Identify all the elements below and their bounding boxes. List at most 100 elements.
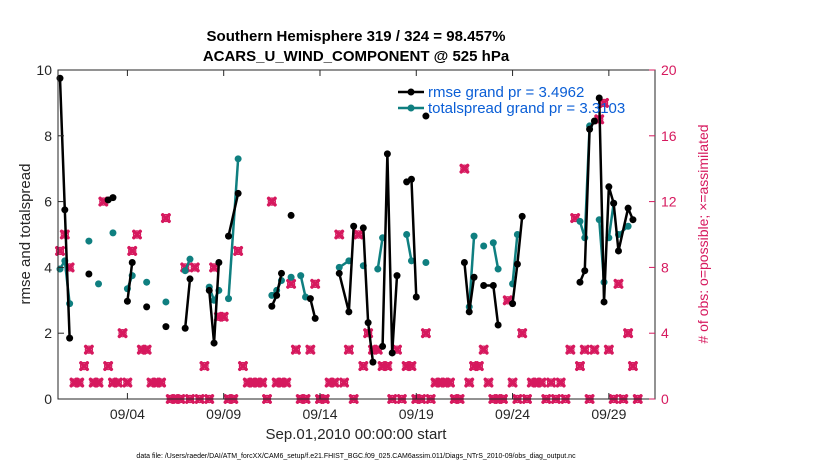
rmse-point — [66, 334, 74, 342]
data-file-footer: data file: /Users/raeder/DAI/ATM_forcXX/… — [136, 453, 576, 460]
obs-assimilated-point — [589, 344, 600, 355]
legend-spread-marker — [407, 104, 415, 112]
obs-assimilated-point — [83, 344, 94, 355]
obs-assimilated-point — [445, 377, 455, 388]
obs-assimilated-point — [623, 328, 634, 339]
rmse-point — [345, 308, 353, 316]
rmse-point — [109, 194, 117, 202]
y-right-tick-label: 0 — [661, 391, 669, 407]
rmse-point — [210, 339, 218, 347]
obs-assimilated-point — [117, 328, 128, 339]
obs-possible-point — [339, 378, 349, 387]
rmse-point — [595, 94, 603, 102]
rmse-series-line — [381, 152, 399, 355]
obs-possible-point — [354, 230, 363, 239]
axes-layer: 0 2 4 6 8 10 0 4 8 12 16 20 09/04 09/09 09/14 09/19 09/2… — [36, 62, 676, 422]
y-left-tick-label: 2 — [44, 325, 52, 341]
spread-series-line — [467, 236, 476, 307]
rmse-point — [379, 342, 387, 350]
obs-possible-point — [190, 263, 200, 272]
obs-possible-point — [359, 361, 368, 371]
x-tick-label: 09/09 — [206, 406, 241, 422]
y-right-tick-label: 12 — [661, 194, 677, 210]
y-right-tick-label: 20 — [661, 62, 677, 78]
rmse-point — [335, 269, 343, 277]
y-axis-label-right: # of obs: o=possible; ×=assimilated — [695, 124, 711, 343]
spread-point — [109, 229, 117, 237]
y-right-tick-label: 8 — [661, 259, 669, 275]
obs-assimilated-point — [478, 344, 489, 355]
spread-point — [624, 222, 632, 230]
rmse-point — [600, 298, 608, 306]
x-tick-label: 09/14 — [302, 406, 337, 422]
obs-assimilated-point — [122, 377, 133, 388]
spread-point — [268, 291, 276, 299]
obs-possible-point — [344, 345, 354, 354]
obs-assimilated-point — [290, 344, 301, 355]
x-tick-label: 09/24 — [495, 406, 530, 422]
y-axis-label-left: rmse and totalspread — [17, 164, 34, 305]
spread-point — [422, 258, 430, 266]
obs-assimilated-point — [353, 229, 364, 240]
y-left-tick-label: 6 — [44, 194, 52, 210]
obs-possible-point — [503, 296, 512, 305]
rmse-point — [350, 222, 358, 230]
obs-assimilated-point — [112, 377, 123, 388]
rmse-series-line — [578, 120, 596, 283]
rmse-point — [186, 275, 194, 283]
obs-possible-point — [590, 345, 599, 354]
rmse-point — [480, 281, 488, 289]
rmse-point — [234, 189, 242, 197]
rmse-point — [610, 199, 618, 207]
obs-assimilated-point — [189, 262, 200, 273]
rmse-point — [85, 270, 93, 278]
spread-point — [407, 257, 415, 265]
spread-point — [181, 267, 189, 275]
rmse-point — [287, 211, 295, 219]
obs-assimilated-point — [199, 361, 210, 372]
rmse-point — [181, 324, 189, 332]
spread-point — [225, 295, 233, 303]
obs-assimilated-point — [555, 377, 566, 388]
obs-assimilated-point — [575, 361, 585, 372]
rmse-point — [369, 358, 377, 366]
rmse-point — [624, 204, 632, 212]
spread-point — [480, 242, 488, 250]
obs-possible-point — [103, 361, 113, 371]
obs-possible-point — [200, 361, 209, 371]
obs-assimilated-point — [473, 361, 484, 372]
rmse-point — [268, 302, 276, 310]
spread-point — [85, 237, 93, 245]
rmse-point — [513, 260, 521, 268]
rmse-point — [470, 273, 478, 281]
obs-possible-point — [238, 361, 248, 371]
spread-point — [403, 231, 411, 238]
obs-assimilated-point — [132, 229, 142, 240]
obs-possible-point — [233, 246, 243, 256]
spread-series-line — [607, 203, 615, 238]
obs-possible-point — [123, 378, 132, 387]
obs-possible-point — [132, 230, 142, 239]
spread-series-line — [405, 234, 413, 262]
obs-assimilated-point — [546, 377, 557, 388]
obs-possible-point — [267, 197, 277, 206]
rmse-point — [393, 272, 401, 280]
legend-spread-label: totalspread grand pr = 3.3103 — [428, 100, 625, 117]
obs-possible-point — [628, 361, 638, 371]
x-axis-label: Sep.01,2010 00:00:00 start — [266, 426, 448, 443]
spread-point — [374, 265, 382, 273]
rmse-point — [412, 293, 420, 301]
spread-point — [234, 155, 242, 163]
spread-point — [287, 273, 295, 281]
obs-assimilated-point — [334, 229, 345, 240]
plot-frame — [57, 69, 656, 400]
rmse-series-line — [227, 193, 240, 237]
obs-possible-point — [55, 246, 65, 256]
rmse-point — [422, 112, 430, 120]
spread-point — [576, 217, 584, 225]
rmse-point — [465, 308, 473, 316]
obs-possible-point — [604, 345, 614, 354]
spread-point — [162, 298, 170, 306]
rmse-point — [489, 281, 497, 289]
y-left-tick-label: 4 — [44, 259, 52, 275]
